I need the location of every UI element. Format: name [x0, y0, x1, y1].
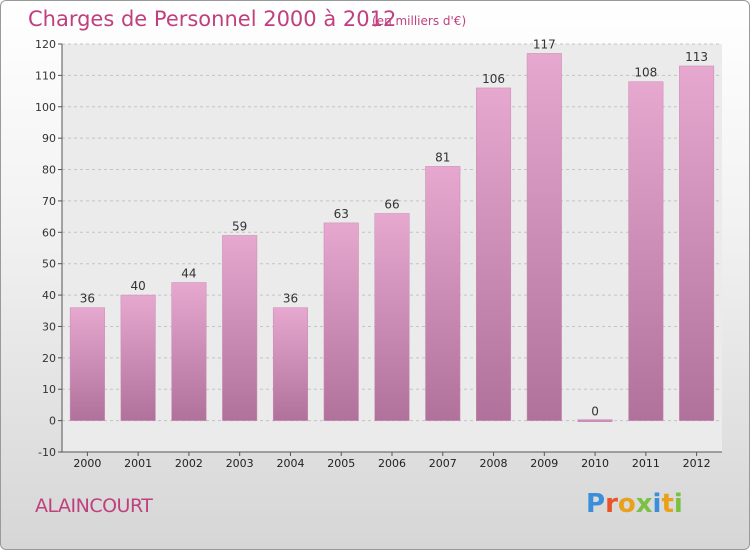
x-tick-label: 2006	[378, 457, 406, 470]
bar	[425, 166, 461, 421]
axes: -10 0 10 20 30 40 50 60 70 80 90 100 110 120 2000 2001 2…	[35, 38, 722, 470]
x-tick-label: 2012	[683, 457, 711, 470]
x-tick-label: 2008	[480, 457, 508, 470]
y-tick-label: 70	[42, 195, 56, 208]
data-labels: 36 40 44 59 36 63 66 81 106 117 0 108 113	[80, 37, 708, 418]
data-label: 36	[283, 292, 298, 306]
data-label: 63	[334, 207, 349, 221]
logo-letter: x	[635, 489, 653, 519]
bar	[679, 65, 715, 421]
y-tick-label: 120	[35, 38, 56, 51]
bar	[526, 53, 562, 421]
data-label: 40	[131, 279, 146, 293]
x-tick-label: 2007	[429, 457, 457, 470]
bar	[577, 419, 613, 422]
y-tick-label: 40	[42, 289, 56, 302]
x-tick-label: 2003	[226, 457, 254, 470]
bar	[69, 307, 105, 421]
logo-letter: P	[586, 489, 606, 519]
logo-letter: o	[617, 489, 636, 519]
logo-letter: r	[605, 489, 618, 519]
x-tick-label: 2011	[632, 457, 660, 470]
y-tick-label: 100	[35, 101, 56, 114]
data-label: 66	[384, 197, 399, 211]
y-tick-label: -10	[38, 446, 56, 459]
data-label: 81	[435, 150, 450, 164]
place-name: ALAINCOURT	[35, 495, 153, 517]
proxiti-logo[interactable]: Proxiti	[586, 489, 683, 519]
logo-letter: i	[652, 489, 662, 519]
data-label: 44	[181, 267, 196, 281]
x-tick-label: 2004	[276, 457, 304, 470]
data-label: 113	[685, 50, 708, 64]
y-tick-label: 20	[42, 352, 56, 365]
logo-letter: i	[673, 489, 683, 519]
y-tick-label: 90	[42, 132, 56, 145]
bar	[222, 235, 258, 421]
bar	[628, 81, 664, 421]
y-tick-label: 110	[35, 69, 56, 82]
data-label: 117	[533, 37, 556, 51]
data-label: 59	[232, 219, 247, 233]
bar	[323, 222, 359, 421]
data-label: 106	[482, 72, 505, 86]
bar	[171, 282, 207, 421]
y-tick-label: 30	[42, 320, 56, 333]
x-tick-label: 2002	[175, 457, 203, 470]
bar	[120, 294, 156, 421]
bar	[272, 307, 308, 421]
x-tick-label: 2010	[581, 457, 609, 470]
x-tick-label: 2001	[124, 457, 152, 470]
data-label: 0	[591, 405, 599, 419]
chart-subtitle: (en milliers d'€)	[372, 14, 467, 28]
logo-letter: t	[661, 489, 674, 519]
y-tick-label: 0	[49, 415, 56, 428]
chart-title: Charges de Personnel 2000 à 2012	[28, 7, 397, 31]
y-tick-label: 50	[42, 258, 56, 271]
bars	[69, 53, 715, 422]
x-tick-label: 2000	[73, 457, 101, 470]
y-tick-label: 10	[42, 383, 56, 396]
bar	[476, 87, 512, 421]
y-tick-label: 80	[42, 164, 56, 177]
bar	[374, 213, 410, 421]
y-tick-label: 60	[42, 226, 56, 239]
x-tick-label: 2009	[530, 457, 558, 470]
x-tick-label: 2005	[327, 457, 355, 470]
data-label: 108	[634, 66, 657, 80]
data-label: 36	[80, 292, 95, 306]
